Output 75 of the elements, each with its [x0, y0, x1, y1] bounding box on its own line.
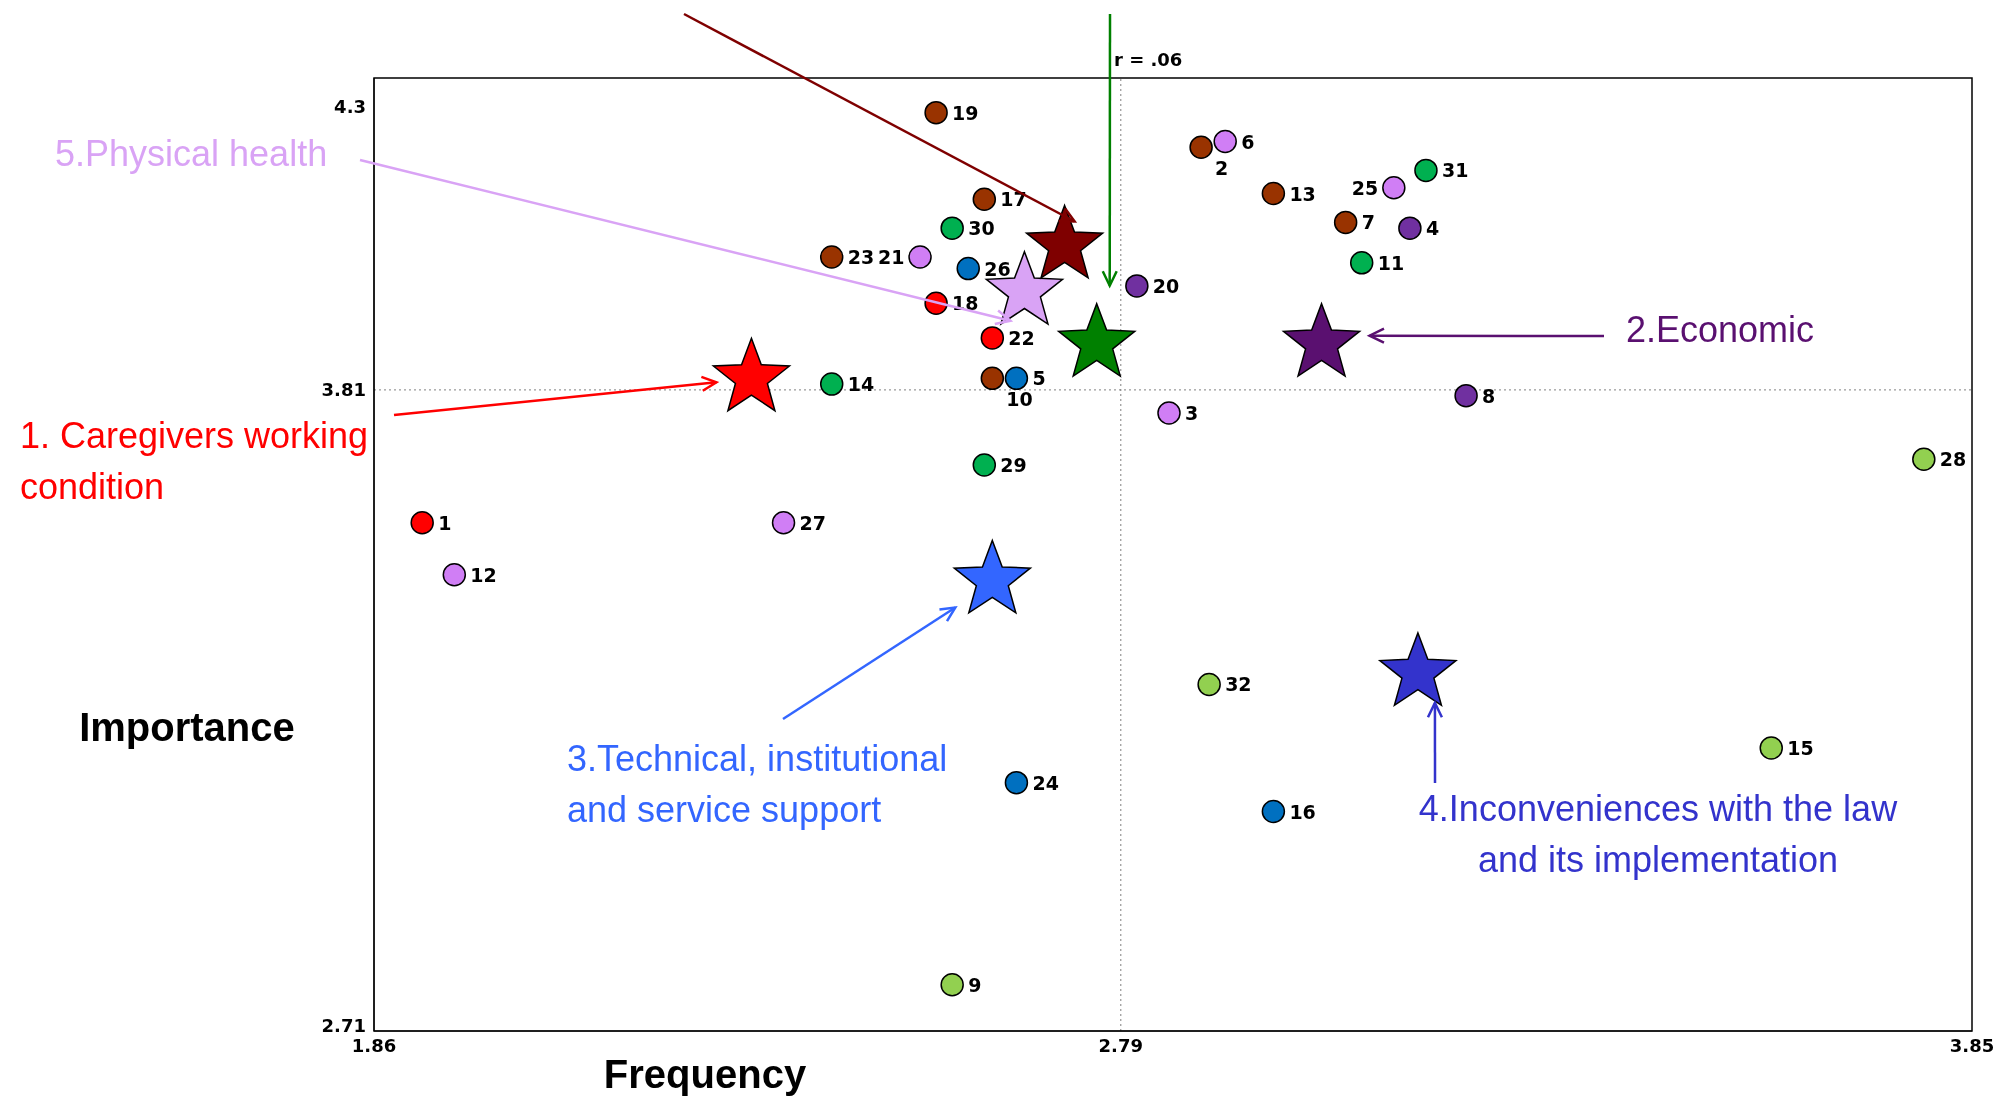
point [1333, 210, 1358, 235]
point [1157, 401, 1181, 425]
annotation: 4 [1425, 217, 1440, 240]
annotation: 8 [1482, 384, 1496, 407]
point [1004, 366, 1029, 391]
y-tick-label: 2.71 [321, 1014, 366, 1036]
annotation: 11 [1377, 251, 1405, 274]
annotation: 22 [1008, 326, 1035, 349]
annotation: 31 [1441, 159, 1469, 182]
point [771, 510, 796, 535]
point [442, 562, 467, 587]
point [980, 326, 1005, 350]
annotation: 16 [1289, 800, 1316, 823]
annotation: 26 [984, 257, 1011, 280]
point [1414, 158, 1438, 183]
annotation: 1 [438, 511, 452, 534]
point [1261, 799, 1286, 824]
y-tick-label: 4.3 [334, 96, 366, 118]
point [972, 453, 997, 477]
point [1398, 216, 1422, 240]
point [1189, 135, 1213, 160]
x-tick-label: 1.86 [351, 1034, 397, 1056]
x-tick-label: 2.79 [1098, 1034, 1144, 1056]
point [410, 510, 434, 535]
annotation: 32 [1225, 673, 1252, 696]
point [924, 100, 948, 125]
annotation: 25 [1351, 176, 1379, 199]
text: 5.Physical health [55, 132, 329, 176]
point [1759, 736, 1783, 760]
annotation: 28 [1939, 448, 1967, 471]
annotation: 21 [878, 246, 905, 269]
text: r = .06 [1114, 49, 1183, 70]
annotation: 2 [1215, 157, 1229, 180]
y-tick-label: 3.81 [321, 379, 366, 401]
point [1197, 672, 1221, 697]
point [1261, 181, 1286, 206]
text: 3.Technical, institutional and service support [567, 737, 949, 832]
annotation: 14 [847, 373, 875, 396]
x-tick-label: 3.85 [1949, 1034, 1995, 1056]
x-axis-title: Frequency [603, 1052, 807, 1096]
point [940, 973, 964, 997]
point [1454, 383, 1478, 408]
point [1004, 770, 1029, 795]
point [980, 366, 1005, 391]
annotation: 29 [1000, 453, 1027, 476]
annotation: 20 [1152, 274, 1180, 297]
annotation: 6 [1241, 130, 1255, 153]
annotation: 30 [968, 217, 995, 240]
point [1349, 251, 1374, 275]
point [956, 256, 980, 281]
point [908, 245, 932, 269]
annotation: 5 [1032, 367, 1046, 390]
annotation: 3 [1184, 401, 1199, 424]
text: 1. Caregivers working condition [20, 414, 370, 509]
annotation: 15 [1787, 736, 1814, 759]
point [1912, 447, 1936, 471]
point [1382, 175, 1406, 200]
annotation: 13 [1289, 182, 1316, 205]
annotation: 19 [952, 101, 979, 124]
point [972, 187, 997, 212]
annotation: 12 [470, 563, 497, 586]
point [819, 245, 844, 269]
annotation: 10 [1006, 388, 1033, 411]
legend-label: 4.Inconveniences with the law and its implementation [1417, 787, 1899, 882]
point [819, 372, 844, 396]
text: 2.Economic [1626, 308, 1816, 352]
annotation: 24 [1032, 771, 1059, 794]
y-axis-title: Importance [79, 705, 295, 749]
point [1125, 274, 1149, 298]
annotation: 23 [847, 246, 875, 269]
point [1213, 129, 1237, 154]
annotation: 7 [1361, 211, 1375, 234]
point [940, 216, 964, 240]
annotation: 9 [968, 973, 982, 996]
annotation: 27 [799, 511, 826, 534]
